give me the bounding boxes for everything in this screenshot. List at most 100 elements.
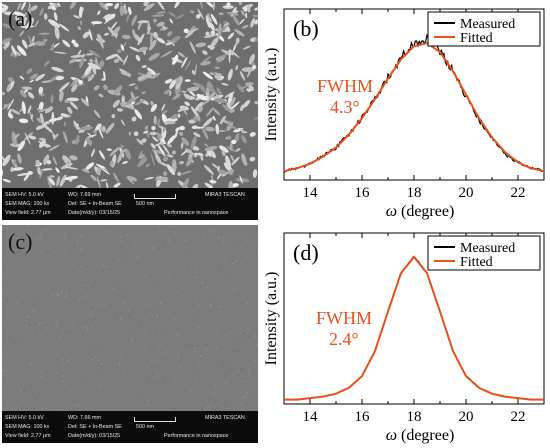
surface-grain [93,372,95,374]
surface-grain [3,369,5,371]
nanostructure-flake [6,83,11,92]
surface-grain [27,272,29,274]
surface-grain [205,344,208,346]
surface-grain [121,285,123,287]
nanostructure-flake [206,107,214,117]
surface-grain [81,249,83,251]
nanostructure-flake [75,134,80,146]
surface-grain [228,275,230,277]
surface-grain [189,400,191,402]
nanostructure-flake [121,34,131,40]
surface-grain [46,327,48,329]
surface-grain [173,333,175,335]
surface-grain [147,289,149,291]
surface-grain [170,294,172,297]
surface-grain [102,315,104,317]
nanostructure-flake [43,60,50,67]
surface-grain [25,331,27,334]
surface-grain [201,307,203,310]
nanostructure-flake [170,113,179,120]
surface-grain [151,315,153,318]
surface-grain [30,385,32,387]
surface-grain [39,297,42,299]
x-axis-label: ω (degree) [386,427,455,444]
surface-grain [169,386,171,388]
surface-grain [79,270,81,272]
surface-grain [215,264,217,266]
legend-box [427,11,541,47]
surface-grain [54,353,56,355]
nanostructure-flake [232,42,237,53]
nanostructure-flake [214,98,226,104]
surface-grain [57,396,59,399]
surface-grain [104,302,106,304]
surface-grain [128,319,130,321]
nanostructure-flake [77,26,82,31]
nanostructure-flake [253,117,258,120]
surface-grain [8,337,11,339]
nanostructure-flake [69,101,78,110]
surface-grain [3,237,5,239]
surface-grain [75,375,77,377]
surface-grain [3,262,5,264]
nanostructure-flake [203,164,214,175]
surface-grain [14,370,16,372]
surface-grain [154,264,156,266]
nanostructure-flake [103,71,106,80]
nanostructure-flake [55,167,60,174]
nanostructure-flake [243,6,248,12]
surface-grain [74,390,76,393]
surface-grain [90,371,93,373]
surface-grain [231,260,233,262]
surface-grain [225,336,227,338]
surface-grain [229,253,231,256]
nanostructure-flake [241,134,247,144]
surface-grain [173,332,175,334]
surface-grain [167,229,170,231]
surface-grain [169,239,171,242]
nanostructure-flake [96,168,102,175]
surface-grain [9,331,11,333]
surface-grain [165,351,167,353]
surface-grain [156,375,159,377]
nanostructure-flake [181,90,187,93]
surface-grain [138,353,140,355]
nanostructure-flake [185,148,197,157]
nanostructure-flake [2,169,4,177]
surface-grain [245,273,247,275]
surface-grain [138,347,140,349]
surface-grain [127,310,129,312]
surface-grain [146,381,148,383]
surface-grain [29,324,31,326]
surface-grain [99,346,101,348]
surface-grain [21,281,23,283]
scale-bar [134,417,176,422]
surface-grain [93,288,95,290]
surface-grain [149,313,151,315]
surface-grain [66,247,68,250]
surface-grain [239,389,241,391]
surface-grain [135,307,137,309]
surface-grain [149,391,152,393]
surface-grain [184,227,186,229]
surface-grain [40,371,42,373]
surface-grain [55,326,57,328]
surface-grain [158,283,161,285]
surface-grain [156,314,159,316]
nanostructure-flake [102,13,111,19]
surface-grain [91,358,93,361]
surface-grain [111,399,113,401]
surface-grain [185,341,187,343]
surface-grain [48,353,50,355]
surface-grain [225,373,227,375]
nanostructure-flake [209,17,212,23]
surface-grain [16,405,18,407]
surface-grain [132,239,134,241]
surface-grain [126,304,128,306]
surface-grain [222,241,224,243]
surface-grain [55,256,57,258]
surface-grain [239,256,241,258]
surface-grain [197,306,199,308]
surface-grain [105,266,107,268]
nanostructure-flake [84,64,93,76]
